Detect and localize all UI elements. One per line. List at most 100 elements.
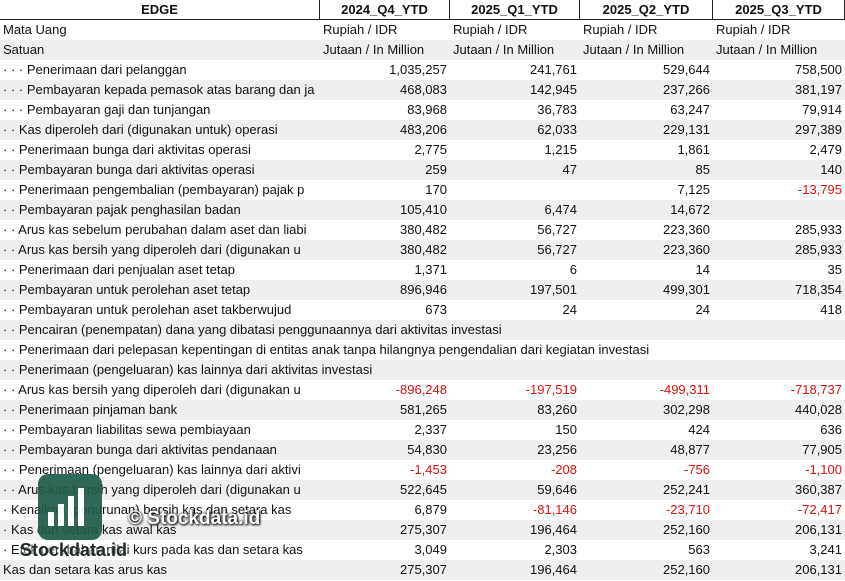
- cell-value: 1,861: [677, 142, 710, 157]
- table-row: · · · Penerimaan dari pelanggan 1,035,257…: [0, 60, 845, 80]
- cell-value: 483,206: [400, 122, 447, 137]
- cell-value: 24: [562, 302, 577, 317]
- table-row: · · · Pembayaran kepada pemasok atas bar…: [0, 80, 845, 100]
- cell-value: 206,131: [795, 562, 842, 577]
- cell-value: 758,500: [795, 62, 842, 77]
- cell-value: 581,265: [400, 402, 447, 417]
- table-row: · · Kas diperoleh dari (digunakan untuk)…: [0, 120, 845, 140]
- table-row: · · Penerimaan (pengeluaran) kas lainnya…: [0, 360, 845, 380]
- cell-value: 1,371: [414, 262, 447, 277]
- cell-value: 673: [425, 302, 447, 317]
- cell-value: 3,241: [809, 542, 842, 557]
- table-row: · · Arus kas sebelum perubahan dalam ase…: [0, 220, 845, 240]
- cell-value: 36,783: [537, 102, 577, 117]
- watermark-brand: Stockdata.id: [20, 540, 128, 560]
- cell-value: 529,644: [663, 62, 710, 77]
- cell-value: 237,266: [663, 82, 710, 97]
- table-row: · Efek perubahan nilai kurs pada kas dan…: [0, 540, 845, 560]
- row-label: · · Pembayaran bunga dari aktivitas pend…: [3, 442, 277, 457]
- table-row: · · Pembayaran untuk perolehan aset takb…: [0, 300, 845, 320]
- cell-value: 223,360: [663, 222, 710, 237]
- row-label: · · Pembayaran untuk perolehan aset teta…: [3, 282, 251, 297]
- cell-value: 252,160: [663, 562, 710, 577]
- row-label: · · Arus kas sebelum perubahan dalam ase…: [3, 222, 307, 237]
- cell-value: 83,260: [537, 402, 577, 417]
- row-label: · · Pembayaran liabilitas sewa pembiayaa…: [3, 422, 251, 437]
- row-label: · · Pembayaran pajak penghasilan badan: [3, 202, 241, 217]
- row-label: · · Penerimaan pinjaman bank: [3, 402, 178, 417]
- cell-value: 440,028: [795, 402, 842, 417]
- cell-value: -23,710: [665, 502, 710, 517]
- table-row: · · Pembayaran bunga dari aktivitas oper…: [0, 160, 845, 180]
- row-label: · Efek perubahan nilai kurs pada kas dan…: [3, 542, 303, 557]
- column-header: 2024_Q4_YTD: [320, 0, 450, 20]
- cell-value: 56,727: [537, 222, 577, 237]
- table-row: Kas dan setara kas arus kas 275,307 196,46…: [0, 560, 845, 580]
- row-label: · · Penerimaan pengembalian (pembayaran)…: [3, 182, 305, 197]
- cell-value: -499,311: [659, 382, 710, 397]
- cell-value: -1,453: [410, 462, 447, 477]
- cell-value: -81,146: [532, 502, 577, 517]
- cell-value: 275,307: [400, 522, 447, 537]
- row-label: · · · Pembayaran kepada pemasok atas bar…: [3, 82, 315, 97]
- cell-value: 170: [425, 182, 447, 197]
- column-header: 2025_Q1_YTD: [450, 0, 580, 20]
- row-label: · · · Pembayaran gaji dan tunjangan: [3, 102, 211, 117]
- cell-value: 563: [688, 542, 710, 557]
- cell-value: 2,775: [414, 142, 447, 157]
- cell-value: 85: [695, 162, 710, 177]
- cell-value: 77,905: [802, 442, 842, 457]
- cell-value: 47: [562, 162, 577, 177]
- cell-value: 424: [688, 422, 710, 437]
- cell-value: -13,795: [797, 182, 842, 197]
- row-label: · · · Penerimaan dari pelanggan: [3, 62, 187, 77]
- cell-value: Jutaan / In Million: [583, 42, 685, 57]
- cell-value: -718,737: [790, 382, 842, 397]
- row-label: Mata Uang: [3, 22, 67, 37]
- cell-value: 196,464: [530, 522, 577, 537]
- cell-value: 418: [820, 302, 842, 317]
- logo-icon: [38, 474, 102, 540]
- cell-value: 297,389: [795, 122, 842, 137]
- table-row: · · Arus kas bersih yang diperoleh dari …: [0, 380, 845, 400]
- table-row: · · Penerimaan (pengeluaran) kas lainnya…: [0, 460, 845, 480]
- row-label: · · Penerimaan dari pelepasan kepentinga…: [3, 342, 650, 357]
- cell-value: 6,474: [544, 202, 577, 217]
- cell-value: 1,035,257: [389, 62, 447, 77]
- column-header: 2025_Q3_YTD: [713, 0, 845, 20]
- cell-value: Jutaan / In Million: [453, 42, 555, 57]
- cell-value: 14,672: [670, 202, 710, 217]
- cell-value: -72,417: [797, 502, 842, 517]
- cell-value: 79,914: [802, 102, 842, 117]
- cell-value: 54,830: [407, 442, 447, 457]
- cell-value: 48,877: [670, 442, 710, 457]
- row-label: · · Pembayaran untuk perolehan aset takb…: [3, 302, 292, 317]
- table-row: · · Penerimaan pinjaman bank 581,265 83,26…: [0, 400, 845, 420]
- table-row: · · Pembayaran bunga dari aktivitas pend…: [0, 440, 845, 460]
- cell-value: Rupiah / IDR: [716, 22, 791, 37]
- cell-value: 140: [820, 162, 842, 177]
- row-label: · · Penerimaan dari penjualan aset tetap: [3, 262, 235, 277]
- cell-value: 252,160: [663, 522, 710, 537]
- cell-value: 381,197: [795, 82, 842, 97]
- row-label: · · Kas diperoleh dari (digunakan untuk)…: [3, 122, 278, 137]
- cell-value: 14: [695, 262, 710, 277]
- cell-value: 252,241: [663, 482, 710, 497]
- table-row: · · Penerimaan dari penjualan aset tetap…: [0, 260, 845, 280]
- table-row: · Kas dan setara kas awal kas275,307196,…: [0, 520, 845, 540]
- column-header: 2025_Q2_YTD: [580, 0, 713, 20]
- row-label: Kas dan setara kas arus kas: [3, 562, 168, 577]
- cell-value: -208: [550, 462, 577, 477]
- table-row: · · Arus kas bersih yang diperoleh dari …: [0, 240, 845, 260]
- cell-value: 7,125: [677, 182, 710, 197]
- cell-value: 206,131: [795, 522, 842, 537]
- table-row: · Kenaikan (penurunan) bersih kas dan se…: [0, 500, 845, 520]
- cell-value: 83,968: [407, 102, 447, 117]
- cell-value: 3,049: [414, 542, 447, 557]
- cell-value: 285,933: [795, 222, 842, 237]
- cell-value: 2,337: [414, 422, 447, 437]
- cell-value: -197,519: [525, 382, 577, 397]
- cell-value: 6: [569, 262, 577, 277]
- table-row: · · Pembayaran liabilitas sewa pembiayaa…: [0, 420, 845, 440]
